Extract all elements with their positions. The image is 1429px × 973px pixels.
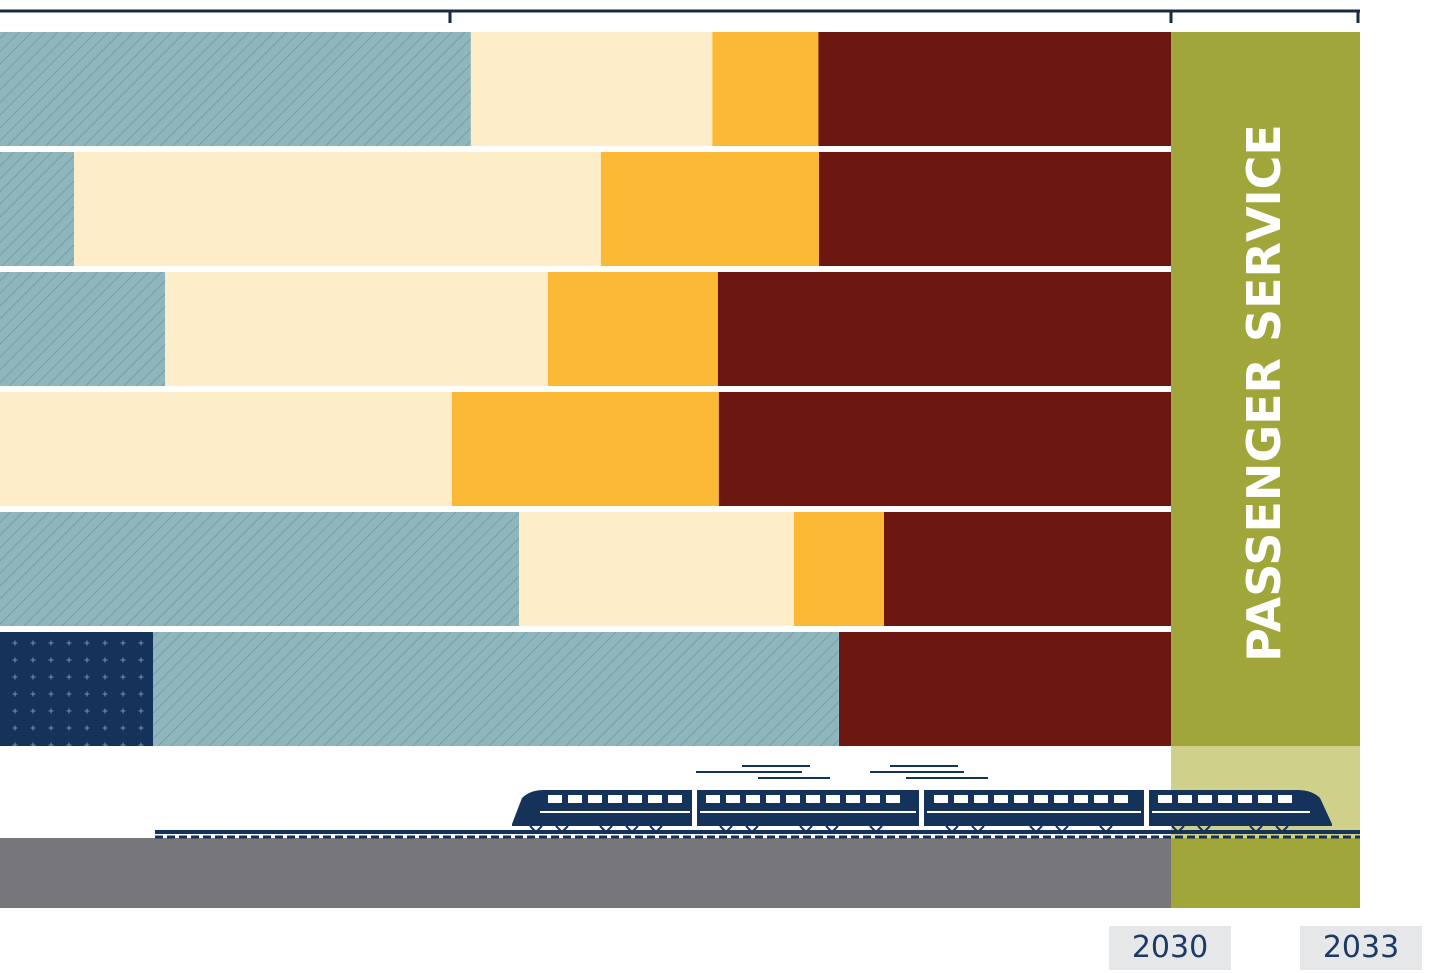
bar-rows [0, 32, 1172, 746]
bar-segment-maroon [884, 512, 1172, 626]
bar-row-4 [0, 392, 1172, 506]
ground-band [0, 838, 1171, 908]
bar-row-3 [0, 272, 1172, 386]
bar-segment-maroon [819, 152, 1172, 266]
bar-segment-cream [74, 152, 601, 266]
top-axis [0, 9, 1360, 23]
bar-segment-cream [519, 512, 794, 626]
bar-segment-maroon [818, 32, 1172, 146]
bar-segment-cream [470, 32, 713, 146]
bar-segment-gold [712, 32, 819, 146]
passenger-service-base [1171, 838, 1360, 908]
bar-segment-gold [794, 512, 884, 626]
year-tick-2030: 2030 [1109, 926, 1231, 970]
bar-row-2 [0, 152, 1172, 266]
bar-segment-maroon [717, 272, 1172, 386]
year-tick-2033: 2033 [1300, 926, 1422, 970]
passenger-service-bar [1171, 32, 1360, 746]
bar-segment-hatch-blue [0, 272, 165, 386]
bar-segment-cream [0, 392, 452, 506]
bar-segment-cream [165, 272, 548, 386]
bar-segment-hatch-blue [153, 632, 839, 746]
passenger-service-label: PASSENGER SERVICE [1237, 124, 1291, 662]
bar-row-5 [0, 512, 1172, 626]
bar-segment-maroon [718, 392, 1172, 506]
bar-segment-hatch-blue [0, 152, 74, 266]
passenger-service-phase: PASSENGER SERVICE [1171, 32, 1360, 908]
bar-row-6 [0, 632, 1172, 746]
bar-segment-navy-dots [0, 632, 153, 746]
bar-segment-gold [600, 152, 819, 266]
bar-segment-hatch-blue [0, 512, 519, 626]
train-icon [155, 765, 1360, 839]
bar-row-1 [0, 32, 1172, 146]
bar-segment-hatch-blue [0, 32, 471, 146]
bar-segment-gold [452, 392, 719, 506]
bar-segment-maroon [839, 632, 1172, 746]
bar-segment-gold [548, 272, 718, 386]
